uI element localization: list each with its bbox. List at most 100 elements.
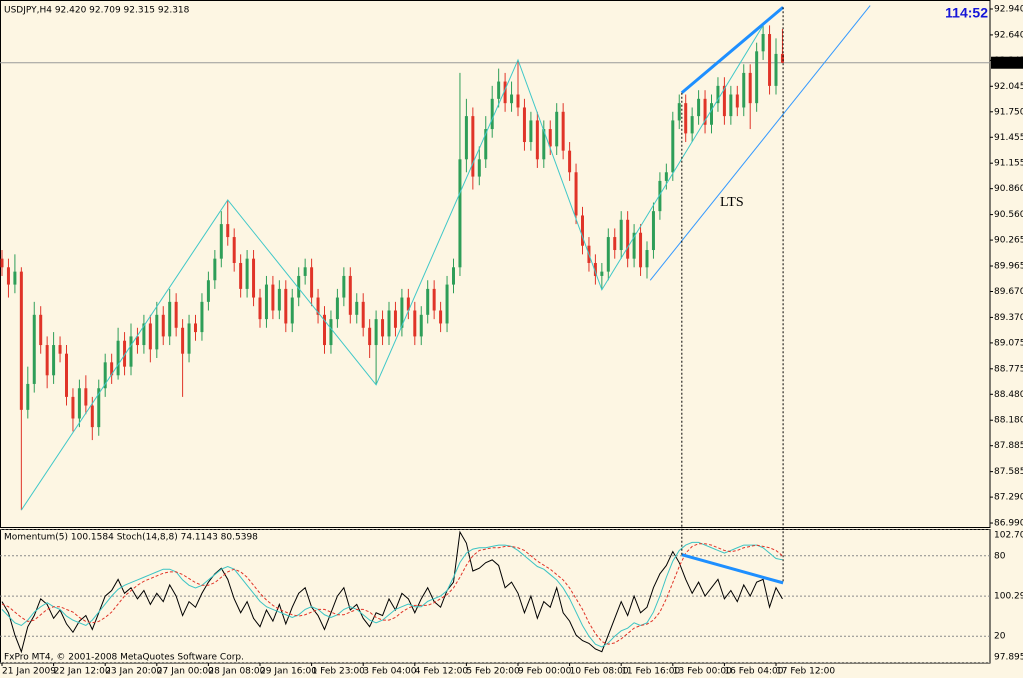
- candle-body: [123, 340, 127, 367]
- candle-body: [58, 345, 62, 354]
- y-tick-label: 87.290: [994, 493, 1023, 503]
- candle-body: [497, 81, 501, 99]
- candle-body: [703, 98, 707, 125]
- candle-body: [0, 258, 4, 268]
- y-tick-label: 92.940: [994, 4, 1023, 14]
- candle-body: [780, 53, 784, 63]
- bar-timer: 114:52: [945, 5, 988, 21]
- candle-body: [213, 258, 217, 281]
- candle-body: [303, 267, 307, 276]
- x-tick-label: 16 Feb 04:00: [724, 667, 783, 677]
- y-tick-label: 97.8955: [994, 653, 1023, 663]
- candle-body: [206, 280, 210, 302]
- candle-body: [348, 275, 352, 315]
- candle-body: [335, 297, 339, 320]
- x-tick-label: 5 Feb 20:00: [466, 667, 520, 677]
- candle-body: [264, 284, 268, 320]
- candle-body: [361, 301, 365, 328]
- candle-body: [194, 323, 197, 333]
- candle-body: [271, 284, 275, 311]
- y-tick-label: 88.480: [994, 390, 1023, 400]
- candle-body: [355, 301, 359, 315]
- candle-body: [26, 383, 30, 410]
- y-tick-label: 89.670: [994, 287, 1023, 297]
- candle-body: [568, 150, 572, 173]
- candle-body: [748, 72, 752, 104]
- candle-body: [735, 94, 739, 108]
- candle-body: [290, 297, 294, 324]
- candle-body: [503, 81, 507, 104]
- candle-body: [200, 301, 204, 333]
- candle-body: [490, 98, 494, 130]
- candle-body: [168, 301, 172, 337]
- candle-body: [684, 103, 688, 134]
- candle-body: [103, 362, 107, 389]
- candle-body: [129, 336, 133, 367]
- candle-body: [110, 362, 114, 376]
- candle-body: [342, 275, 346, 298]
- candle-body: [142, 323, 146, 346]
- x-tick-label: 21 Jan 2009: [2, 667, 56, 677]
- candle-body: [439, 310, 443, 324]
- candle-body: [529, 120, 533, 143]
- candle-body: [258, 297, 262, 320]
- candle-body: [658, 180, 662, 212]
- candle-body: [252, 258, 256, 298]
- candle-body: [148, 323, 152, 350]
- candle-body: [619, 219, 623, 251]
- y-tick-label: 88.775: [994, 364, 1023, 374]
- y-tick-label: 92.045: [994, 82, 1023, 92]
- axes: 92.94092.64092.34592.04591.75091.45591.1…: [1, 4, 1023, 677]
- candle-body: [761, 34, 765, 52]
- x-tick-label: 17 Feb 12:00: [776, 667, 835, 677]
- candle-body: [671, 120, 675, 173]
- y-tick-label: 91.455: [994, 133, 1023, 143]
- candle-body: [187, 323, 191, 354]
- candle-body: [219, 224, 223, 259]
- y-tick-label: 102.7091: [994, 531, 1023, 541]
- candle-body: [722, 85, 726, 117]
- candle-body: [542, 129, 546, 160]
- candle-body: [65, 353, 68, 397]
- current-price-box: [991, 56, 1023, 69]
- candle-body: [181, 327, 185, 354]
- candle-body: [510, 94, 514, 104]
- candle-body: [432, 288, 436, 311]
- candle-body: [690, 116, 694, 134]
- trendline: [680, 6, 785, 94]
- candle-body: [639, 232, 643, 268]
- candle-body: [135, 336, 139, 346]
- x-tick-label: 28 Jan 08:00: [208, 667, 265, 677]
- trendline: [649, 5, 871, 281]
- y-tick-label: 87.585: [994, 467, 1023, 477]
- candle-body: [645, 250, 649, 268]
- candle-body: [368, 327, 372, 346]
- candle-body: [374, 319, 378, 346]
- candle-body: [651, 211, 655, 251]
- candle-body: [574, 172, 578, 216]
- x-tick-label: 11 Feb 16:00: [621, 667, 680, 677]
- indicator-line: [1, 543, 783, 645]
- x-tick-label: 3 Feb 04:00: [363, 667, 417, 677]
- candle-body: [452, 267, 455, 285]
- candle-body: [581, 215, 584, 246]
- candle-body: [535, 120, 539, 160]
- candle-body: [664, 172, 668, 181]
- indicator-plot: [0, 529, 990, 663]
- x-tick-label: 22 Jan 12:00: [54, 667, 111, 677]
- y-tick-label: 87.885: [994, 441, 1023, 451]
- candle-body: [516, 94, 520, 108]
- candle-body: [768, 34, 772, 86]
- x-tick-label: 13 Feb 00:00: [673, 667, 732, 677]
- x-tick-label: 4 Feb 12:00: [415, 667, 469, 677]
- candle-body: [677, 103, 681, 121]
- indicator-title: Momentum(5) 100.1584 Stoch(14,8,8) 74.11…: [4, 533, 258, 543]
- candle-body: [445, 284, 449, 324]
- candle-body: [232, 237, 236, 263]
- y-tick-label: 89.075: [994, 338, 1023, 348]
- candle-body: [284, 288, 288, 324]
- candle-body: [600, 271, 604, 276]
